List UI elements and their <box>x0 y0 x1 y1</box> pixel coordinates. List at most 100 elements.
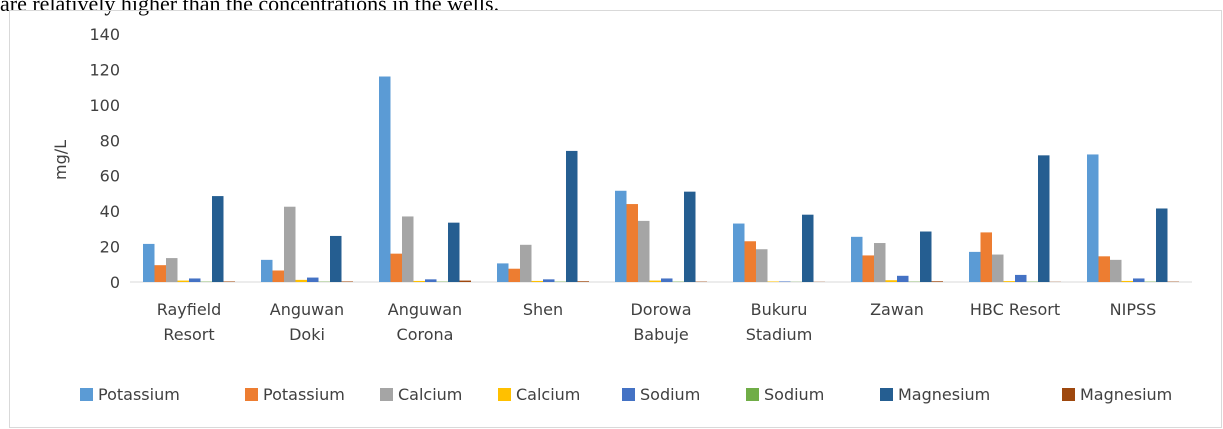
bar <box>1098 256 1110 282</box>
bar <box>413 280 425 282</box>
bar <box>577 281 589 282</box>
bar <box>177 280 189 282</box>
legend-swatch <box>1062 388 1075 401</box>
bar <box>992 254 1004 282</box>
bar <box>684 191 696 282</box>
bar <box>767 281 779 282</box>
bar <box>1133 278 1145 282</box>
legend-swatch <box>380 388 393 401</box>
bar <box>874 243 886 282</box>
y-tick-label: 0 <box>110 273 120 292</box>
bar <box>980 232 992 282</box>
x-tick-label: Dorowa <box>630 300 691 319</box>
bar <box>307 277 319 282</box>
bar <box>649 280 661 282</box>
bar <box>520 244 532 282</box>
x-tick-label: Babuje <box>633 325 688 344</box>
bar <box>1015 274 1027 282</box>
y-tick-label: 80 <box>100 131 120 150</box>
bar <box>390 253 402 282</box>
bar <box>1110 259 1122 282</box>
y-axis: 0 20 40 60 80 100 120 140 <box>89 25 120 292</box>
bar <box>1087 154 1099 282</box>
x-tick-label: Rayfield <box>157 300 222 319</box>
legend-swatch <box>245 388 258 401</box>
bar <box>862 255 874 282</box>
bar <box>885 280 897 282</box>
bar <box>261 259 273 282</box>
bar <box>1003 281 1015 282</box>
bar <box>543 279 555 282</box>
x-tick-label: Shen <box>523 300 563 319</box>
x-tick-label: Zawan <box>870 300 924 319</box>
legend-label: Potassium <box>98 385 180 404</box>
bar <box>733 223 745 282</box>
bar <box>459 280 471 282</box>
y-tick-label: 20 <box>100 238 120 257</box>
x-tick-label: Bukuru <box>751 300 808 319</box>
legend-label: Magnesium <box>1080 385 1172 404</box>
legend-swatch <box>880 388 893 401</box>
bars <box>143 76 1179 282</box>
bar <box>497 263 509 282</box>
bar <box>1038 155 1050 282</box>
x-tick-label: HBC Resort <box>970 300 1060 319</box>
bar <box>143 243 155 282</box>
y-tick-label: 40 <box>100 202 120 221</box>
legend-swatch <box>80 388 93 401</box>
legend-label: Potassium <box>263 385 345 404</box>
bar <box>223 281 235 282</box>
x-tick-label: Anguwan <box>270 300 344 319</box>
bar <box>1156 208 1168 282</box>
bar <box>284 206 296 282</box>
bar <box>272 270 284 282</box>
bar <box>566 150 578 282</box>
x-tick-label: Anguwan <box>388 300 462 319</box>
bar <box>851 236 863 282</box>
bar <box>897 275 909 282</box>
bar <box>661 278 673 282</box>
legend-label: Sodium <box>764 385 824 404</box>
bar <box>166 258 178 282</box>
x-tick-label: Resort <box>163 325 214 344</box>
legend-swatch <box>498 388 511 401</box>
bar <box>920 231 932 282</box>
y-tick-label: 120 <box>89 60 120 79</box>
bar <box>626 204 638 282</box>
bar <box>508 268 520 282</box>
bar <box>154 265 166 282</box>
x-tick-label: Doki <box>289 325 325 344</box>
bar <box>295 279 307 282</box>
y-axis-label: mg/L <box>51 140 70 180</box>
legend-label: Calcium <box>398 385 462 404</box>
legend-label: Calcium <box>516 385 580 404</box>
bar <box>425 279 437 282</box>
x-tick-label: Corona <box>397 325 454 344</box>
bar <box>448 222 460 282</box>
legend-swatch <box>746 388 759 401</box>
bar <box>756 249 768 282</box>
bar <box>212 196 224 282</box>
bar <box>402 216 414 282</box>
bar <box>379 76 391 282</box>
bar <box>969 251 981 282</box>
bar <box>779 281 791 282</box>
y-tick-label: 140 <box>89 25 120 44</box>
legend-label: Sodium <box>640 385 700 404</box>
bar <box>931 281 943 282</box>
y-tick-label: 60 <box>100 167 120 186</box>
x-tick-label: NIPSS <box>1110 300 1157 319</box>
legend: Potassium Potassium Calcium Calcium Sodium So… <box>80 385 1172 404</box>
bar <box>1121 280 1133 282</box>
bar <box>531 280 543 282</box>
bar <box>615 190 627 282</box>
bar <box>802 214 814 282</box>
bar <box>744 241 756 282</box>
y-tick-label: 100 <box>89 96 120 115</box>
x-tick-label: Stadium <box>746 325 813 344</box>
legend-swatch <box>622 388 635 401</box>
bar <box>330 235 342 282</box>
bar <box>638 220 650 282</box>
bar <box>189 278 201 282</box>
